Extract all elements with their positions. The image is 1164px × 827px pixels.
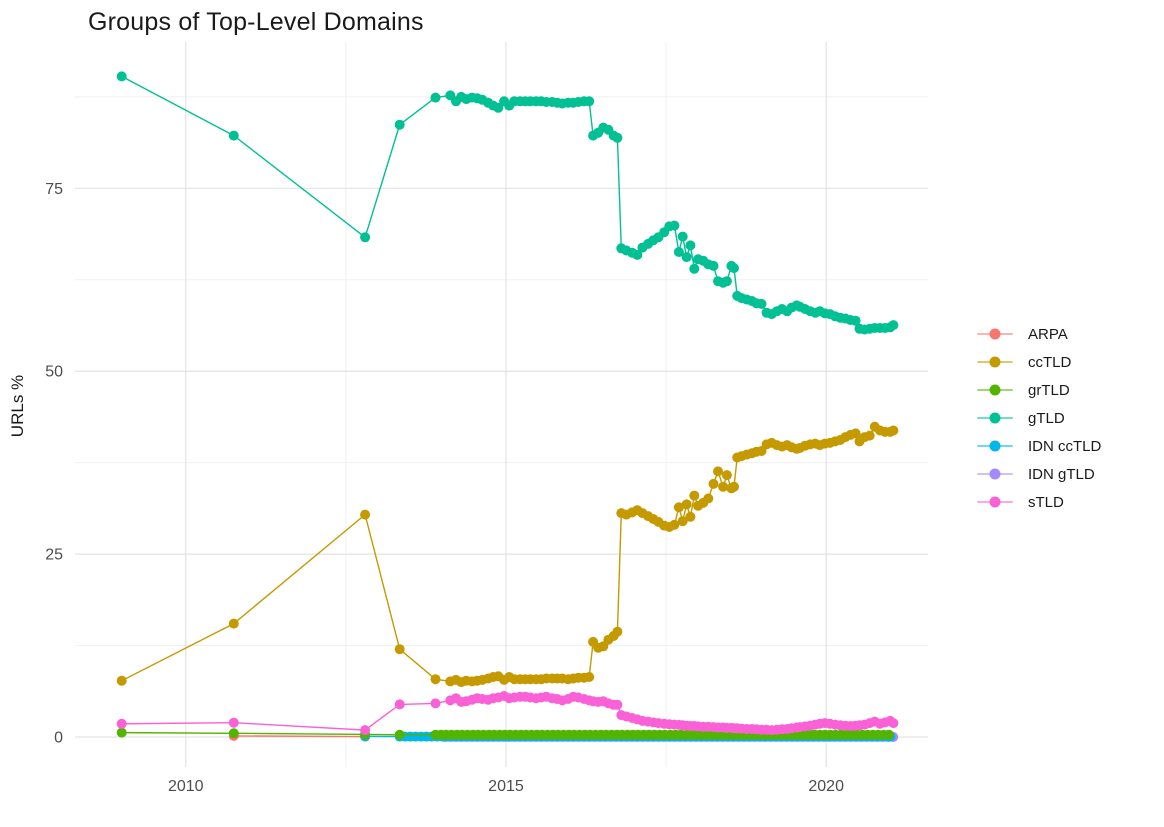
data-point-gTLD — [394, 119, 405, 130]
data-point-sTLD — [888, 718, 899, 729]
data-point-gTLD — [116, 71, 127, 82]
legend-label: ARPA — [1028, 325, 1068, 343]
legend-key-icon — [975, 355, 1015, 369]
legend-key-icon — [975, 327, 1015, 341]
x-tick-label: 2015 — [488, 778, 524, 795]
data-point-ccTLD — [360, 509, 371, 520]
data-point-ccTLD — [612, 626, 623, 637]
legend-key-icon — [975, 467, 1015, 481]
data-point-gTLD — [677, 231, 688, 242]
data-point-ccTLD — [703, 493, 714, 504]
data-point-sTLD — [228, 717, 239, 728]
data-point-gTLD — [756, 298, 767, 309]
y-tick-label: 25 — [45, 547, 63, 564]
data-point-sTLD — [360, 725, 371, 736]
x-tick-label: 2020 — [808, 778, 844, 795]
legend-item-ccTLD: ccTLD — [975, 348, 1101, 376]
data-point-gTLD — [584, 96, 595, 107]
data-point-sTLD — [612, 699, 623, 710]
data-point-ccTLD — [228, 618, 239, 629]
data-point-ccTLD — [584, 672, 595, 682]
data-point-ccTLD — [394, 644, 405, 655]
data-point-gTLD — [669, 220, 680, 231]
data-point-gTLD — [689, 263, 700, 274]
data-point-grTLD — [884, 729, 894, 740]
legend-label: sTLD — [1028, 493, 1064, 511]
data-point-ccTLD — [677, 516, 688, 527]
data-point-ccTLD — [430, 674, 441, 685]
data-point-grTLD — [228, 728, 239, 739]
data-point-grTLD — [116, 727, 127, 738]
data-point-grTLD — [394, 729, 405, 740]
data-point-ccTLD — [669, 519, 680, 530]
data-point-gTLD — [721, 276, 732, 287]
data-point-gTLD — [850, 315, 861, 326]
data-point-gTLD — [228, 130, 239, 141]
chart-title: Groups of Top-Level Domains — [88, 8, 424, 36]
series-line-gTLD — [121, 75, 894, 331]
data-point-sTLD — [430, 698, 441, 709]
legend-label: ccTLD — [1028, 353, 1072, 371]
legend-key-icon — [975, 383, 1015, 397]
data-point-ccTLD — [718, 481, 729, 492]
y-tick-label: 75 — [45, 181, 63, 198]
data-point-sTLD — [394, 699, 405, 710]
data-point-gTLD — [360, 232, 371, 243]
legend-label: IDN ccTLD — [1028, 437, 1102, 455]
data-point-gTLD — [681, 252, 692, 263]
y-tick-label: 0 — [54, 730, 63, 747]
data-point-ccTLD — [689, 490, 700, 501]
data-point-ccTLD — [850, 428, 861, 439]
legend-item-IDN-ccTLD: IDN ccTLD — [975, 432, 1101, 460]
legend-label: grTLD — [1028, 381, 1070, 399]
legend-key-icon — [975, 411, 1015, 425]
data-point-ccTLD — [713, 466, 723, 477]
legend-key-icon — [975, 439, 1015, 453]
legend-key-icon — [975, 495, 1015, 509]
data-point-gTLD — [430, 92, 441, 103]
legend-label: IDN gTLD — [1028, 465, 1095, 483]
data-point-ccTLD — [681, 499, 692, 510]
legend-item-IDN-gTLD: IDN gTLD — [975, 460, 1101, 488]
data-point-gTLD — [632, 249, 643, 260]
legend-item-gTLD: gTLD — [975, 404, 1101, 432]
data-point-ccTLD — [708, 478, 719, 489]
data-point-gTLD — [729, 263, 739, 274]
data-point-ccTLD — [721, 470, 732, 481]
data-point-gTLD — [493, 102, 504, 113]
legend-label: gTLD — [1028, 409, 1065, 427]
series-line-ARPA — [233, 735, 366, 738]
legend: ARPA ccTLD grTLD gTLD IDN ccTLD IDN gTLD sTLD — [975, 320, 1101, 516]
data-point-ccTLD — [685, 511, 696, 522]
legend-item-ARPA: ARPA — [975, 320, 1101, 348]
data-point-ccTLD — [116, 675, 127, 686]
data-point-gTLD — [612, 132, 623, 143]
x-tick-label: 2010 — [168, 778, 204, 795]
data-point-ccTLD — [673, 502, 684, 513]
data-point-gTLD — [888, 320, 899, 331]
data-point-ccTLD — [864, 430, 875, 441]
legend-item-sTLD: sTLD — [975, 488, 1101, 516]
y-tick-label: 50 — [45, 364, 63, 381]
data-point-gTLD — [685, 240, 696, 251]
data-point-ccTLD — [729, 481, 739, 492]
legend-item-grTLD: grTLD — [975, 376, 1101, 404]
data-point-sTLD — [116, 718, 127, 729]
data-point-gTLD — [673, 247, 684, 257]
data-point-ccTLD — [888, 425, 899, 436]
data-point-gTLD — [708, 260, 719, 271]
